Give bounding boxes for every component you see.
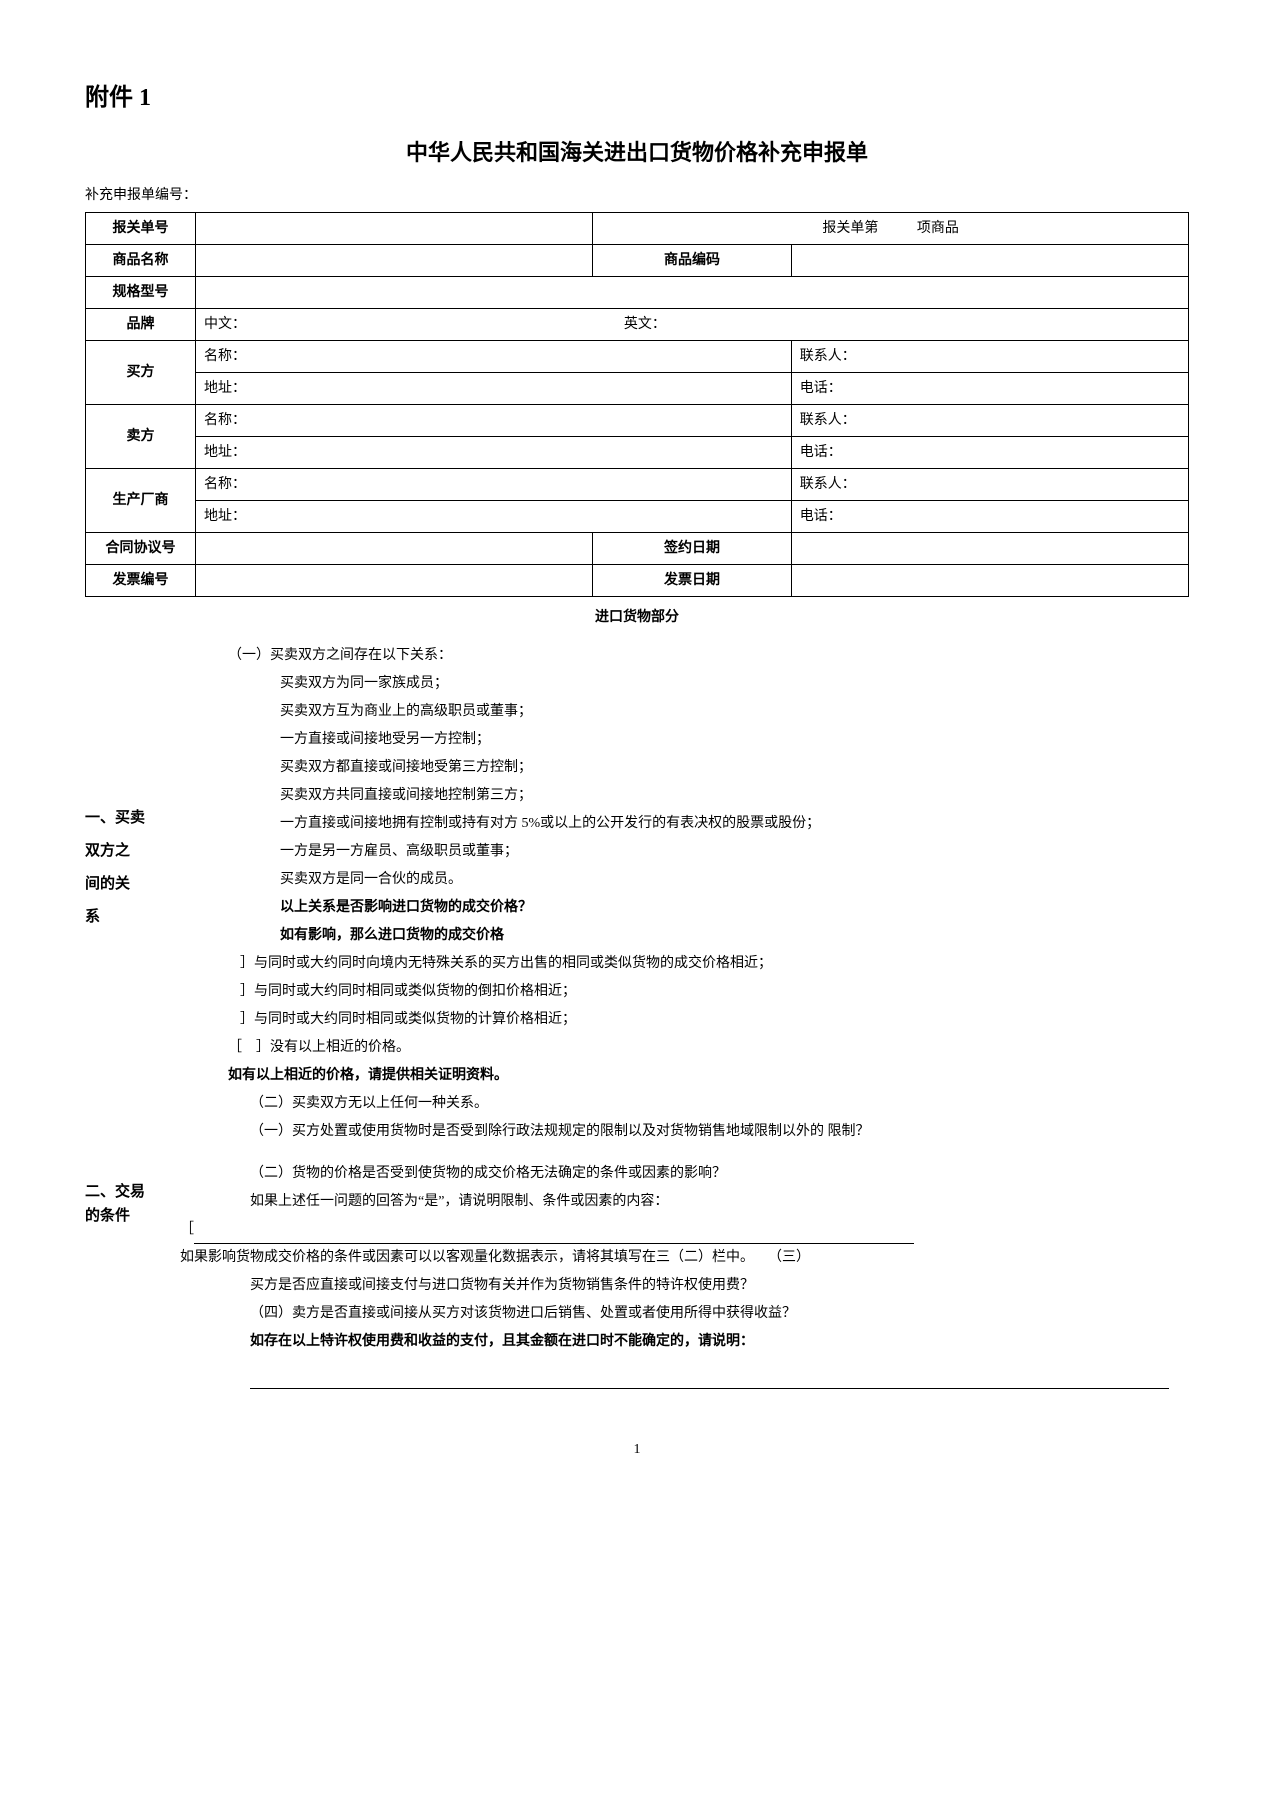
spec-value[interactable] <box>196 277 1189 309</box>
seller-contact[interactable]: 联系人： <box>791 405 1188 437</box>
manufacturer-address[interactable]: 地址： <box>196 501 792 533</box>
address-label: 地址： <box>204 381 246 396</box>
invoice-no-label: 发票编号 <box>86 565 196 597</box>
declaration-table: 报关单号 报关单第 项商品 商品名称 商品编码 规格型号 品牌 中文： 英文： … <box>85 212 1189 597</box>
s1-item-4: 买卖双方共同直接或间接地控制第三方； <box>180 782 1189 810</box>
s1-note: 如有以上相近的价格，请提供相关证明资料。 <box>180 1062 1189 1090</box>
name-label: 名称： <box>204 349 246 364</box>
import-section-title: 进口货物部分 <box>85 607 1189 628</box>
section-1-side-label: 一、买卖双方之间的关系 <box>85 642 180 1118</box>
page-number: 1 <box>85 1439 1189 1460</box>
buyer-address[interactable]: 地址： <box>196 373 792 405</box>
s1-opt-3: ［ ］没有以上相近的价格。 <box>180 1034 1189 1062</box>
s2-p2: （二）货物的价格是否受到使货物的成交价格无法确定的条件或因素的影响？ <box>180 1160 1189 1188</box>
section-1: 一、买卖双方之间的关系 （一）买卖双方之间存在以下关系： 买卖双方为同一家族成员… <box>85 642 1189 1118</box>
s1-item-5: 一方直接或间接地拥有控制或持有对方 5%或以上的公开发行的有表决权的股票或股份； <box>180 810 1189 838</box>
name-label-3: 名称： <box>204 477 246 492</box>
manufacturer-label: 生产厂商 <box>86 469 196 533</box>
product-code-value[interactable] <box>791 245 1188 277</box>
s2-blank-line-2[interactable] <box>250 1388 1169 1389</box>
s1-tail: （二）买卖双方无以上任何一种关系。 <box>180 1090 1189 1118</box>
s2-p6: （四）卖方是否直接或间接从买方对该货物进口后销售、处置或者使用所得中获得收益？ <box>180 1300 1189 1328</box>
s1-item-3: 买卖双方都直接或间接地受第三方控制； <box>180 754 1189 782</box>
declaration-no-label: 报关单号 <box>86 213 196 245</box>
s2-p4: 如果影响货物成交价格的条件或因素可以以客观量化数据表示，请将其填写在三（二）栏中… <box>180 1244 1189 1272</box>
address-label-3: 地址： <box>204 509 246 524</box>
invoice-date-value[interactable] <box>791 565 1188 597</box>
s2-p1: （一）买方处置或使用货物时是否受到除行政法规规定的限制以及对货物销售地域限制以外… <box>180 1118 1189 1146</box>
s2-p4b: （三） <box>768 1250 810 1265</box>
section-2: 二、交易的条件 （一）买方处置或使用货物时是否受到除行政法规规定的限制以及对货物… <box>85 1118 1189 1389</box>
decl-item-prefix: 报关单第 <box>822 221 878 236</box>
name-label-2: 名称： <box>204 413 246 428</box>
brand-en-label: 英文： <box>624 317 666 332</box>
s1-item-7: 买卖双方是同一合伙的成员。 <box>180 866 1189 894</box>
s2-p3: 如果上述任一问题的回答为“是”，请说明限制、条件或因素的内容： <box>180 1188 1189 1216</box>
declaration-item-cell[interactable]: 报关单第 项商品 <box>593 213 1189 245</box>
s2-blank-line[interactable]: ［ <box>180 1216 1189 1244</box>
seller-phone[interactable]: 电话： <box>791 437 1188 469</box>
sign-date-value[interactable] <box>791 533 1188 565</box>
attachment-label: 附件 1 <box>85 80 1189 116</box>
sign-date-label: 签约日期 <box>593 533 792 565</box>
contact-label: 联系人： <box>800 349 856 364</box>
product-code-label: 商品编码 <box>593 245 792 277</box>
phone-label: 电话： <box>800 381 842 396</box>
contact-label-3: 联系人： <box>800 477 856 492</box>
manufacturer-contact[interactable]: 联系人： <box>791 469 1188 501</box>
s1-q1: 以上关系是否影响进口货物的成交价格？ <box>180 894 1189 922</box>
section-2-side-label: 二、交易的条件 <box>85 1118 180 1389</box>
s1-item-2: 一方直接或间接地受另一方控制； <box>180 726 1189 754</box>
s1-q1-sub: 如有影响，那么进口货物的成交价格 <box>180 922 1189 950</box>
manufacturer-phone[interactable]: 电话： <box>791 501 1188 533</box>
reference-number-label: 补充申报单编号： <box>85 185 1189 206</box>
spec-label: 规格型号 <box>86 277 196 309</box>
decl-item-suffix: 项商品 <box>917 221 959 236</box>
brand-label: 品牌 <box>86 309 196 341</box>
s2-p5: 买方是否应直接或间接支付与进口货物有关并作为货物销售条件的特许权使用费？ <box>180 1272 1189 1300</box>
contract-no-label: 合同协议号 <box>86 533 196 565</box>
contract-no-value[interactable] <box>196 533 593 565</box>
phone-label-2: 电话： <box>800 445 842 460</box>
product-name-label: 商品名称 <box>86 245 196 277</box>
s1-opt-2: ］与同时或大约同时相同或类似货物的计算价格相近； <box>180 1006 1189 1034</box>
brand-value[interactable]: 中文： 英文： <box>196 309 1189 341</box>
s1-opt-0: ］与同时或大约同时向境内无特殊关系的买方出售的相同或类似货物的成交价格相近； <box>180 950 1189 978</box>
s2-p4a: 如果影响货物成交价格的条件或因素可以以客观量化数据表示，请将其填写在三（二）栏中… <box>180 1250 754 1265</box>
buyer-contact[interactable]: 联系人： <box>791 341 1188 373</box>
address-label-2: 地址： <box>204 445 246 460</box>
seller-name[interactable]: 名称： <box>196 405 792 437</box>
invoice-no-value[interactable] <box>196 565 593 597</box>
brand-cn-label: 中文： <box>204 317 246 332</box>
seller-address[interactable]: 地址： <box>196 437 792 469</box>
invoice-date-label: 发票日期 <box>593 565 792 597</box>
buyer-label: 买方 <box>86 341 196 405</box>
declaration-no-value[interactable] <box>196 213 593 245</box>
seller-label: 卖方 <box>86 405 196 469</box>
s1-item-1: 买卖双方互为商业上的高级职员或董事； <box>180 698 1189 726</box>
section-2-content: （一）买方处置或使用货物时是否受到除行政法规规定的限制以及对货物销售地域限制以外… <box>180 1118 1189 1389</box>
s2-p7: 如存在以上特许权使用费和收益的支付，且其金额在进口时不能确定的，请说明： <box>180 1328 1189 1356</box>
buyer-phone[interactable]: 电话： <box>791 373 1188 405</box>
section-1-content: （一）买卖双方之间存在以下关系： 买卖双方为同一家族成员； 买卖双方互为商业上的… <box>180 642 1189 1118</box>
s1-head: （一）买卖双方之间存在以下关系： <box>180 642 1189 670</box>
contact-label-2: 联系人： <box>800 413 856 428</box>
document-title: 中华人民共和国海关进出口货物价格补充申报单 <box>85 136 1189 169</box>
bracket-open: ［ <box>180 1222 194 1237</box>
buyer-name[interactable]: 名称： <box>196 341 792 373</box>
manufacturer-name[interactable]: 名称： <box>196 469 792 501</box>
s1-item-0: 买卖双方为同一家族成员； <box>180 670 1189 698</box>
product-name-value[interactable] <box>196 245 593 277</box>
s1-item-6: 一方是另一方雇员、高级职员或董事； <box>180 838 1189 866</box>
s1-opt-1: ］与同时或大约同时相同或类似货物的倒扣价格相近； <box>180 978 1189 1006</box>
phone-label-3: 电话： <box>800 509 842 524</box>
